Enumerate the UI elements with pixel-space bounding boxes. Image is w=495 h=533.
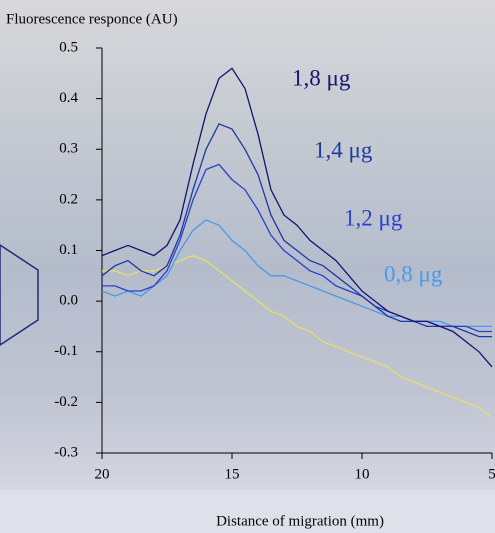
y-tick-label: 0.2 bbox=[59, 191, 78, 207]
y-tick-label: -0.2 bbox=[54, 394, 78, 410]
x-tick-label: 10 bbox=[355, 466, 370, 482]
y-tick-label: -0.1 bbox=[54, 343, 78, 359]
y-tick-label: 0.5 bbox=[59, 39, 78, 55]
y-tick-label: 0.4 bbox=[59, 90, 78, 106]
y-tick-label: 0.1 bbox=[59, 242, 78, 258]
series-label: 1,8 μg bbox=[292, 65, 351, 90]
x-tick-label: 20 bbox=[95, 466, 110, 482]
y-tick-label: 0.3 bbox=[59, 141, 78, 157]
series-label: 1,2 μg bbox=[344, 205, 403, 230]
y-tick-label: -0.3 bbox=[54, 444, 78, 460]
series-label: 1,4 μg bbox=[314, 137, 373, 162]
chart-title: Fluorescence responce (AU) bbox=[6, 11, 178, 27]
chart: Fluorescence responce (AU) Distance of m… bbox=[0, 0, 495, 533]
x-tick-label: 5 bbox=[488, 466, 495, 482]
series-label: 0,8 μg bbox=[384, 261, 443, 286]
y-tick-label: 0.0 bbox=[59, 293, 78, 309]
x-tick-label: 15 bbox=[225, 466, 240, 482]
x-axis-label: Distance of migration (mm) bbox=[216, 513, 384, 529]
